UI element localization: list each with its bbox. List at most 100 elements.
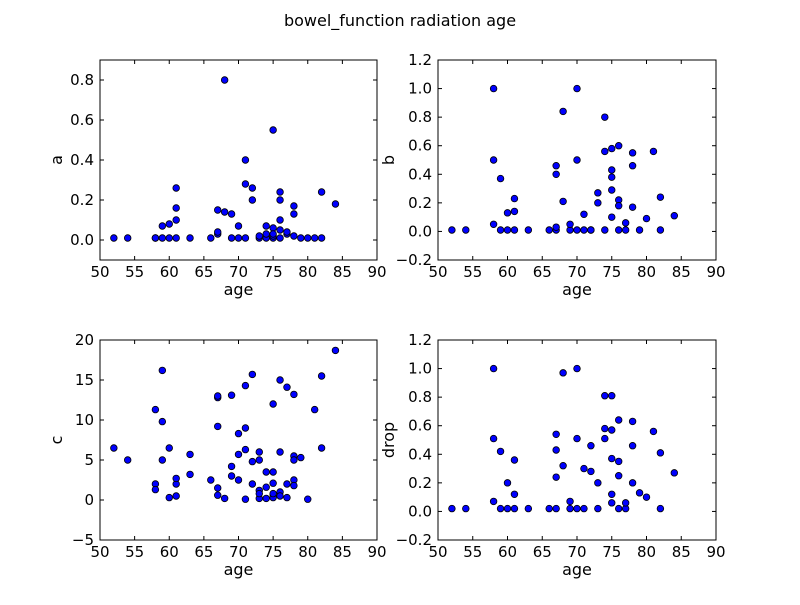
data-point xyxy=(214,422,222,431)
data-point xyxy=(601,392,609,400)
y-tick-label: −5 xyxy=(72,531,94,549)
y-tick-label: 0.2 xyxy=(70,191,94,209)
y-tick-label: 0.6 xyxy=(408,137,432,155)
data-point xyxy=(241,180,250,188)
data-point xyxy=(594,479,602,487)
data-point xyxy=(310,234,319,242)
data-point xyxy=(594,199,602,207)
data-point xyxy=(290,456,298,464)
data-point xyxy=(158,456,167,464)
data-point xyxy=(496,226,505,234)
data-point xyxy=(172,234,180,242)
data-point xyxy=(621,226,630,234)
data-point xyxy=(290,232,298,240)
x-tick-label: 60 xyxy=(160,263,179,281)
data-point xyxy=(573,504,581,513)
data-point xyxy=(615,504,623,513)
data-point xyxy=(186,450,194,459)
data-point xyxy=(220,494,229,503)
data-point xyxy=(656,226,665,234)
x-tick-label: 55 xyxy=(125,263,144,281)
data-point xyxy=(510,456,519,464)
data-point xyxy=(656,504,665,513)
y-axis-label: drop xyxy=(379,422,398,458)
data-point xyxy=(510,504,519,513)
subplot-1: 50 55 60 65 70 75 80 85 90 0.0 0.2 0.4 0.6 0.8 age a xyxy=(47,59,387,299)
data-point xyxy=(545,226,553,234)
data-point xyxy=(580,226,588,234)
data-point xyxy=(552,170,560,178)
data-point xyxy=(608,392,616,400)
data-point xyxy=(165,220,173,228)
y-tick-label: 0.8 xyxy=(408,108,432,126)
data-point xyxy=(489,434,498,443)
data-point xyxy=(573,434,581,443)
data-point xyxy=(670,469,678,477)
x-tick-label: 50 xyxy=(428,543,447,561)
figure-title: bowel_function radiation age xyxy=(284,11,516,31)
data-point xyxy=(283,493,291,502)
x-tick-label: 50 xyxy=(428,263,447,281)
data-point xyxy=(283,228,291,236)
data-point xyxy=(262,483,270,491)
data-point xyxy=(608,213,616,221)
x-tick-label: 85 xyxy=(333,543,352,561)
data-point xyxy=(262,222,270,230)
y-tick-label: 1.2 xyxy=(408,331,432,349)
data-point xyxy=(172,474,180,483)
data-point xyxy=(290,390,298,399)
data-point xyxy=(269,468,277,476)
data-point xyxy=(165,493,173,502)
data-point xyxy=(214,206,222,214)
data-point xyxy=(241,495,250,503)
data-point xyxy=(331,200,340,208)
data-point xyxy=(615,416,623,424)
data-point xyxy=(649,147,658,156)
data-point xyxy=(503,504,512,513)
data-point xyxy=(601,424,609,433)
x-tick-label: 70 xyxy=(229,543,248,561)
x-tick-label: 50 xyxy=(90,543,109,561)
y-tick-label: 0.8 xyxy=(70,71,94,89)
data-point xyxy=(227,391,236,399)
x-tick-label: 55 xyxy=(463,543,482,561)
data-point xyxy=(262,494,270,503)
data-point xyxy=(615,202,623,210)
data-point xyxy=(241,381,250,390)
data-point xyxy=(510,226,519,234)
data-point xyxy=(628,162,637,170)
data-point xyxy=(248,370,257,379)
x-tick-label: 70 xyxy=(567,263,586,281)
x-tick-label: 55 xyxy=(125,543,144,561)
data-point xyxy=(255,232,263,240)
data-point xyxy=(635,489,644,497)
data-point xyxy=(165,444,173,452)
data-point xyxy=(594,504,602,513)
data-point xyxy=(656,193,665,201)
x-tick-label: 65 xyxy=(194,263,213,281)
data-point xyxy=(601,226,609,234)
data-point xyxy=(248,480,257,488)
data-point xyxy=(489,497,498,506)
y-tick-label: 0 xyxy=(84,491,94,509)
data-point xyxy=(186,234,194,242)
data-point xyxy=(566,220,574,228)
x-tick-label: 90 xyxy=(706,263,725,281)
data-point xyxy=(151,485,160,494)
data-point xyxy=(594,189,602,197)
data-point xyxy=(573,156,581,164)
y-tick-label: 15 xyxy=(75,371,94,389)
data-point xyxy=(489,364,498,373)
x-tick-label: 75 xyxy=(264,543,283,561)
data-point xyxy=(262,468,270,476)
data-point xyxy=(608,499,616,507)
data-point xyxy=(158,222,167,230)
data-point xyxy=(207,476,215,484)
data-point xyxy=(656,449,665,457)
y-tick-label: 0.4 xyxy=(70,151,94,169)
x-tick-label: 85 xyxy=(333,263,352,281)
data-point xyxy=(317,444,326,452)
data-point xyxy=(234,429,243,438)
data-point xyxy=(151,405,160,414)
data-point xyxy=(234,476,243,484)
